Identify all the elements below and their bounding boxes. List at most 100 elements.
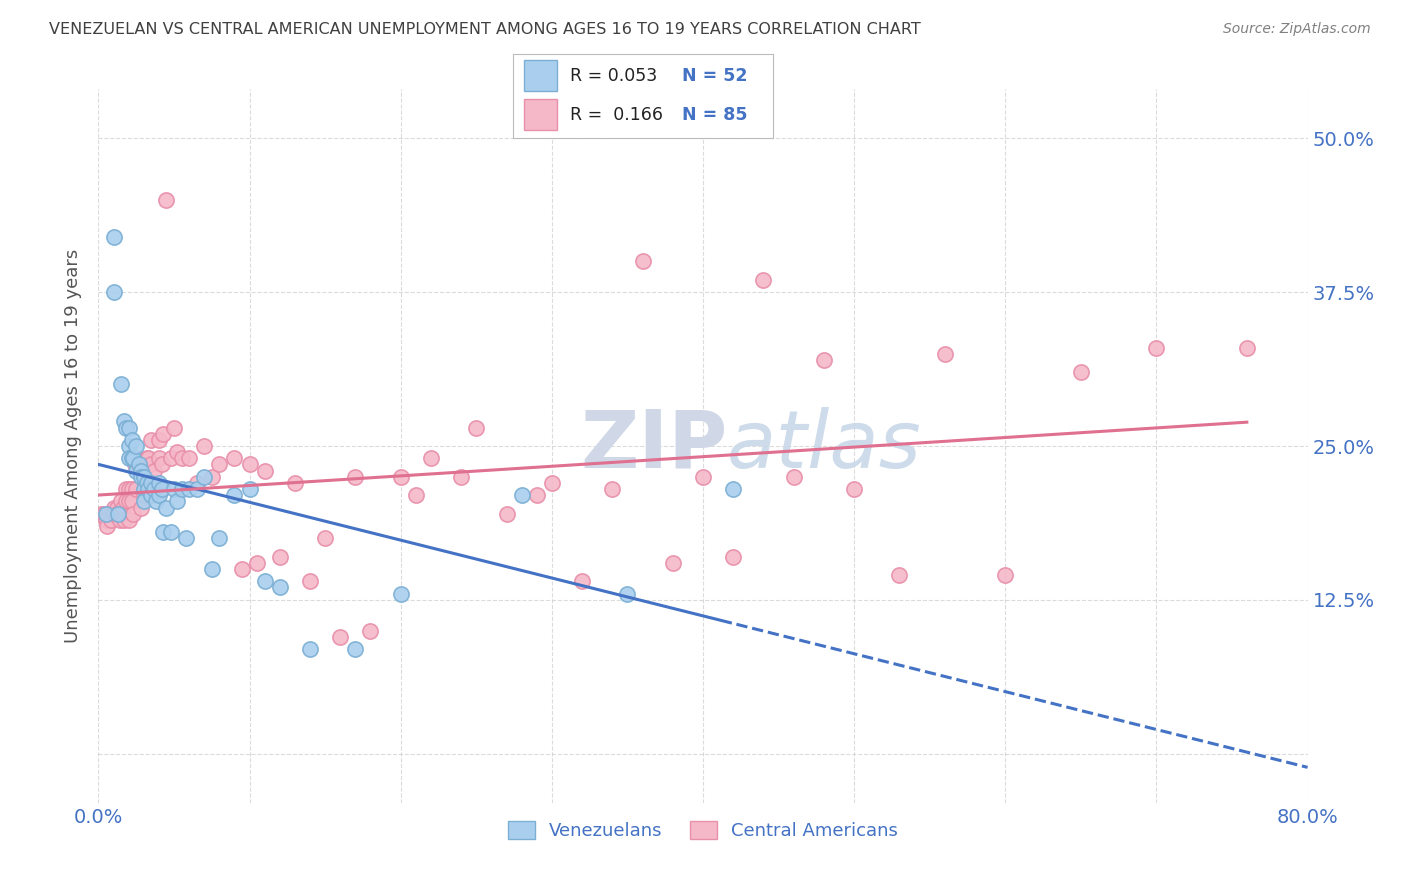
Legend: Venezuelans, Central Americans: Venezuelans, Central Americans (501, 814, 905, 847)
Point (186, 482, 208, 496)
Point (752, 273, 775, 287)
Point (1144, 341, 1167, 355)
Point (450, 469, 472, 483)
Point (124, 458, 146, 472)
Point (100, 513, 122, 527)
Point (224, 451, 246, 466)
Point (96, 519, 118, 533)
Point (108, 513, 131, 527)
Point (128, 458, 150, 472)
Point (783, 469, 806, 483)
Point (132, 469, 155, 483)
Text: VENEZUELAN VS CENTRAL AMERICAN UNEMPLOYMENT AMONG AGES 16 TO 19 YEARS CORRELATIO: VENEZUELAN VS CENTRAL AMERICAN UNEMPLOYM… (49, 22, 921, 37)
Point (661, 556, 683, 570)
Point (299, 642, 322, 657)
Point (510, 488, 533, 502)
Point (465, 420, 488, 434)
Point (143, 482, 166, 496)
Point (201, 469, 224, 483)
Point (118, 420, 141, 434)
Point (129, 500, 152, 515)
Point (143, 464, 166, 478)
Point (723, 549, 745, 564)
Point (152, 525, 174, 540)
Point (118, 494, 141, 508)
Point (125, 464, 148, 478)
Point (107, 507, 129, 521)
Point (526, 488, 548, 502)
Point (174, 531, 197, 545)
Point (135, 475, 157, 490)
Point (155, 500, 177, 515)
Point (150, 458, 173, 472)
Point (141, 488, 163, 502)
Point (112, 513, 135, 527)
Point (118, 451, 141, 466)
Point (148, 488, 170, 502)
Point (170, 482, 193, 496)
Point (105, 500, 128, 515)
Point (121, 494, 143, 508)
Point (132, 469, 155, 483)
Point (186, 475, 208, 490)
Point (132, 488, 155, 502)
Text: atlas: atlas (727, 407, 922, 485)
FancyBboxPatch shape (523, 61, 557, 91)
Point (94, 507, 117, 521)
Point (110, 507, 132, 521)
Point (93, 507, 115, 521)
Point (105, 507, 128, 521)
Point (94, 513, 117, 527)
Point (813, 352, 835, 367)
Point (179, 482, 201, 496)
Point (253, 464, 276, 478)
Point (118, 482, 141, 496)
Point (631, 254, 654, 268)
Point (136, 451, 159, 466)
Point (152, 426, 174, 441)
Point (129, 469, 152, 483)
Point (344, 642, 367, 657)
Point (1236, 341, 1258, 355)
Point (208, 531, 231, 545)
Point (405, 488, 427, 502)
Text: N = 52: N = 52 (682, 67, 748, 85)
Point (148, 433, 170, 447)
Point (166, 494, 188, 508)
Point (170, 451, 193, 466)
Point (114, 420, 136, 434)
Point (246, 556, 269, 570)
Point (155, 193, 177, 207)
Point (136, 482, 159, 496)
Point (1070, 365, 1092, 379)
Point (148, 451, 170, 466)
Point (90, 507, 112, 521)
Point (150, 482, 173, 496)
Y-axis label: Unemployment Among Ages 16 to 19 years: Unemployment Among Ages 16 to 19 years (65, 249, 83, 643)
Point (132, 494, 155, 508)
Point (889, 568, 911, 582)
Point (103, 285, 125, 300)
Point (132, 482, 155, 496)
Point (360, 624, 382, 638)
Point (129, 464, 152, 478)
Text: R = 0.053: R = 0.053 (571, 67, 658, 85)
Point (299, 574, 322, 589)
Point (602, 482, 624, 496)
Point (692, 469, 714, 483)
Point (389, 469, 412, 483)
Point (141, 475, 163, 490)
Point (253, 574, 276, 589)
Point (389, 587, 412, 601)
Point (121, 451, 143, 466)
Point (166, 445, 188, 459)
Point (844, 482, 866, 496)
Point (540, 475, 562, 490)
Point (723, 482, 745, 496)
Point (125, 482, 148, 496)
Point (125, 439, 148, 453)
Point (571, 574, 593, 589)
Text: N = 85: N = 85 (682, 105, 748, 123)
Point (269, 581, 291, 595)
Point (224, 488, 246, 502)
